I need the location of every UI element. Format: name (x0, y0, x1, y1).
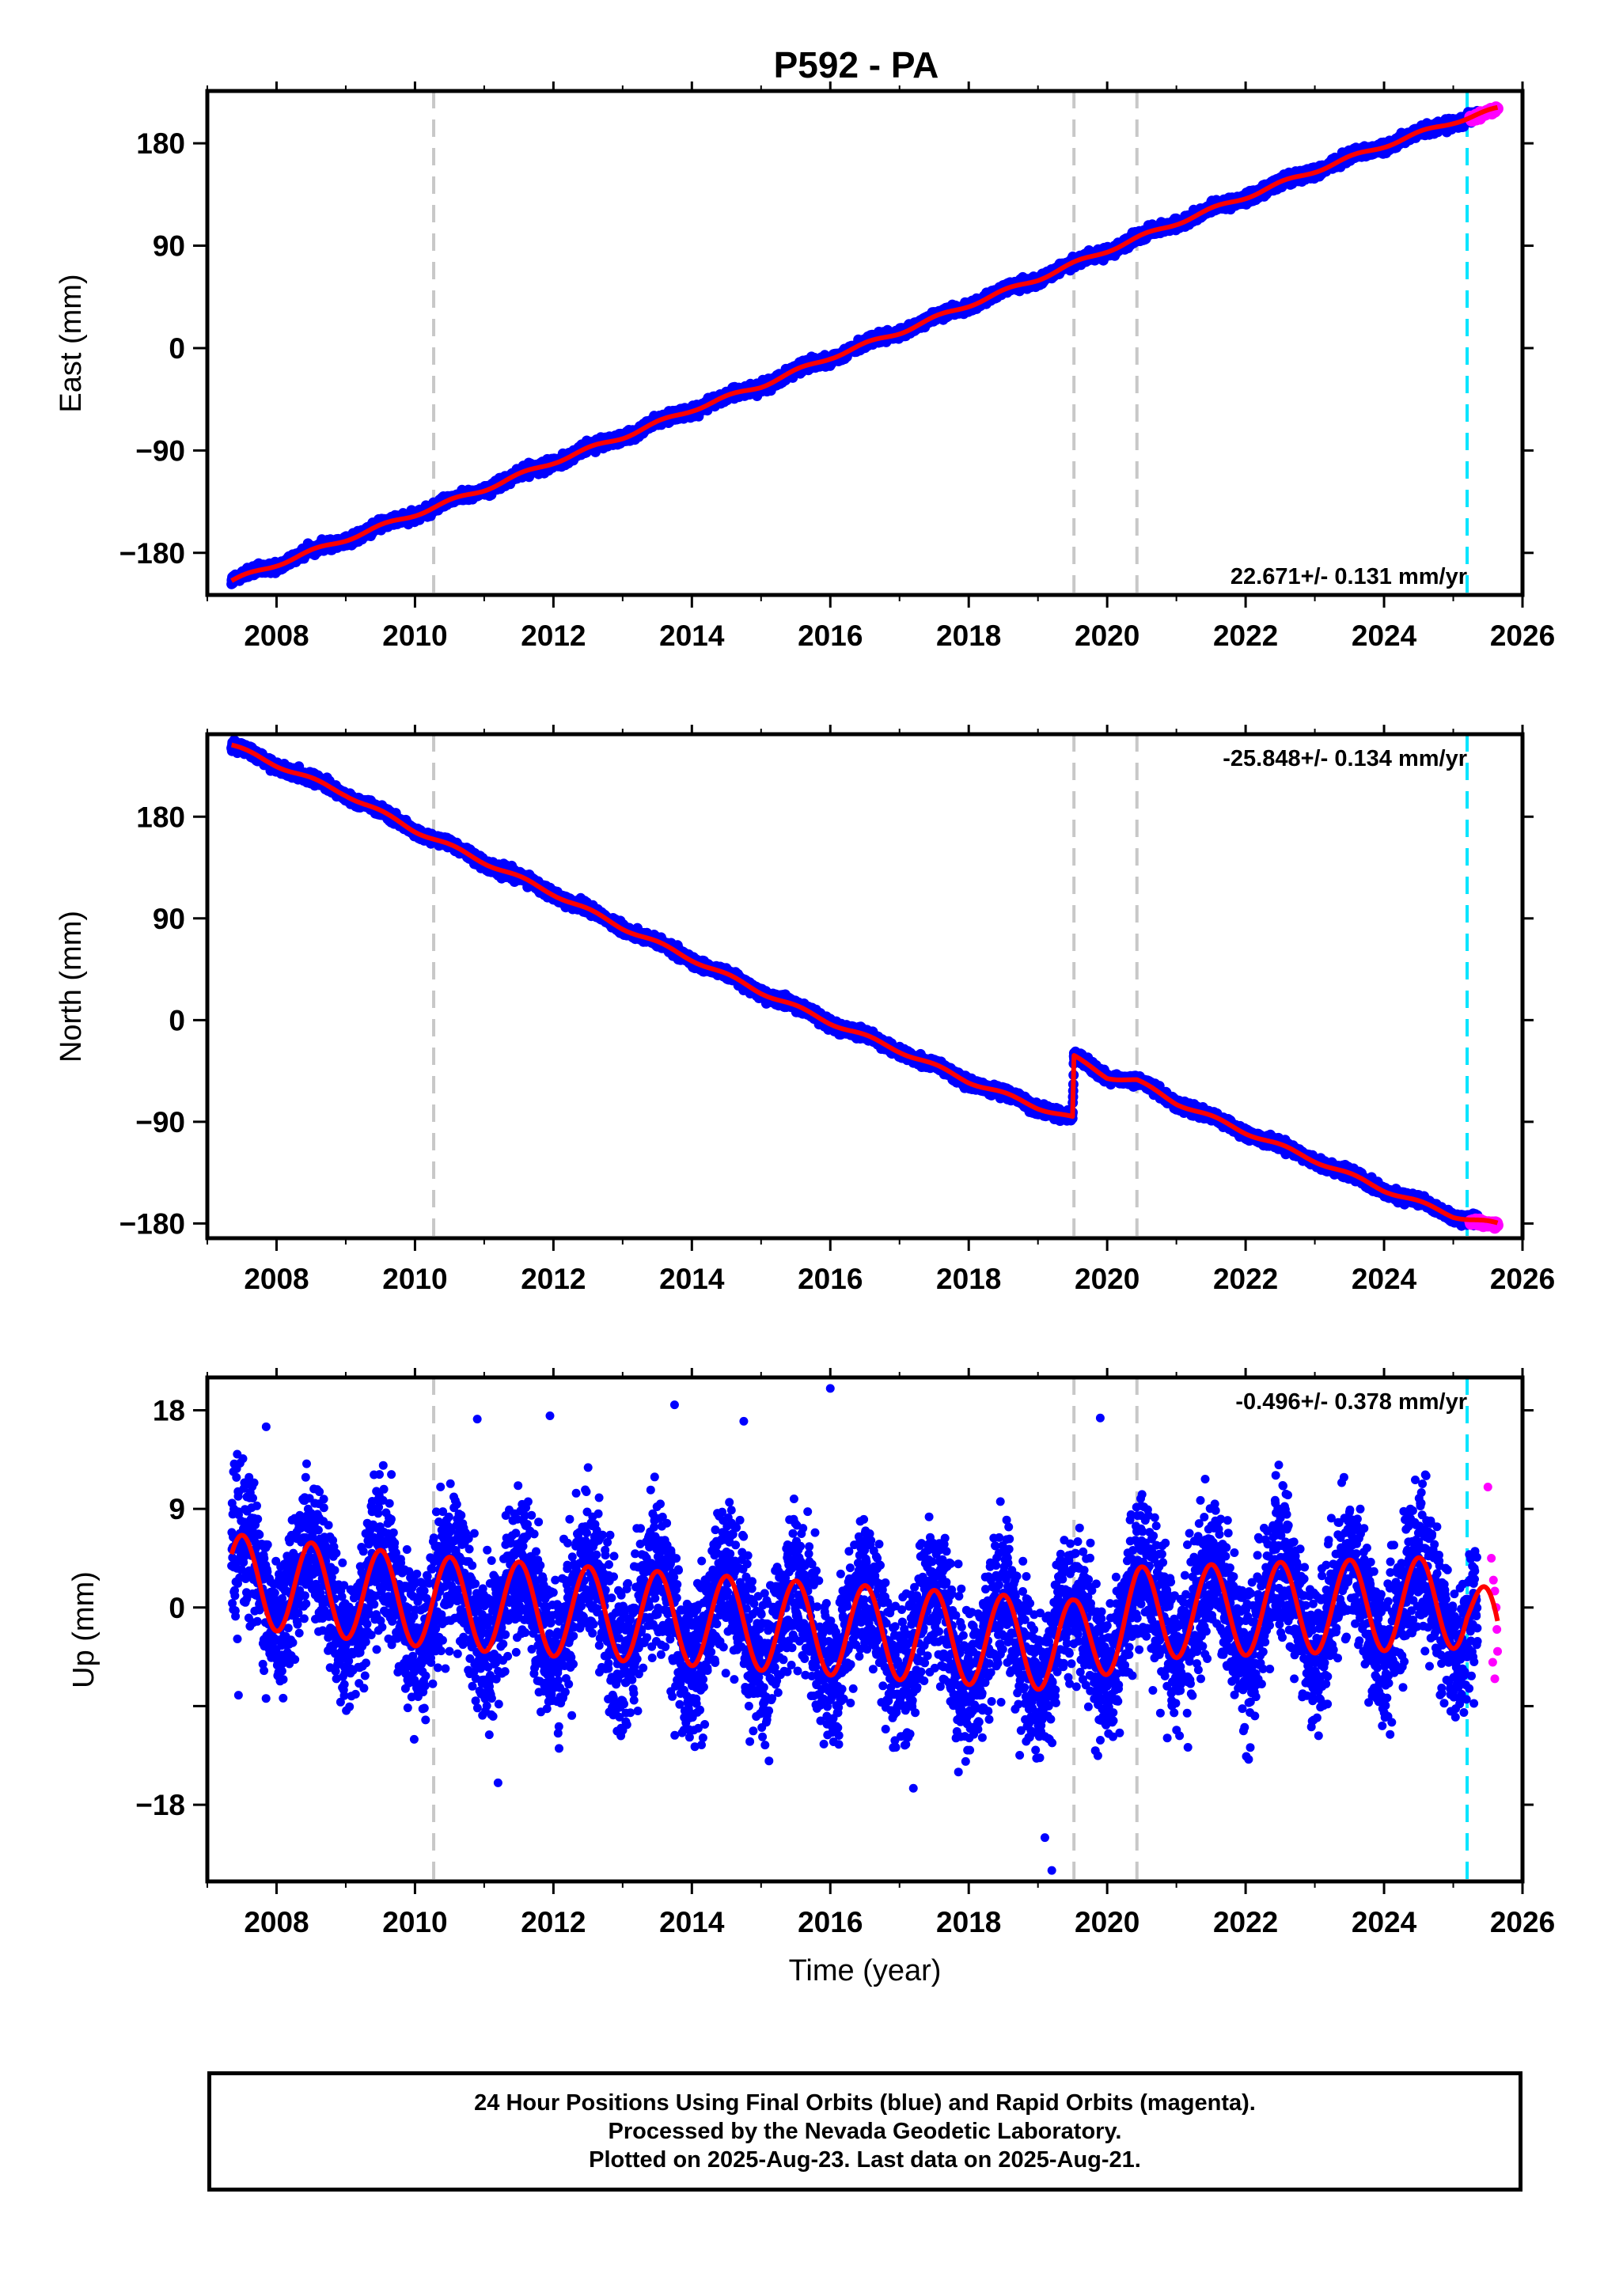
chart-title: P592 - PA (774, 44, 939, 85)
east-panel: 2008 2010 2012 2014 2016 2018 2020 2022 2024 2026… (55, 81, 1555, 652)
